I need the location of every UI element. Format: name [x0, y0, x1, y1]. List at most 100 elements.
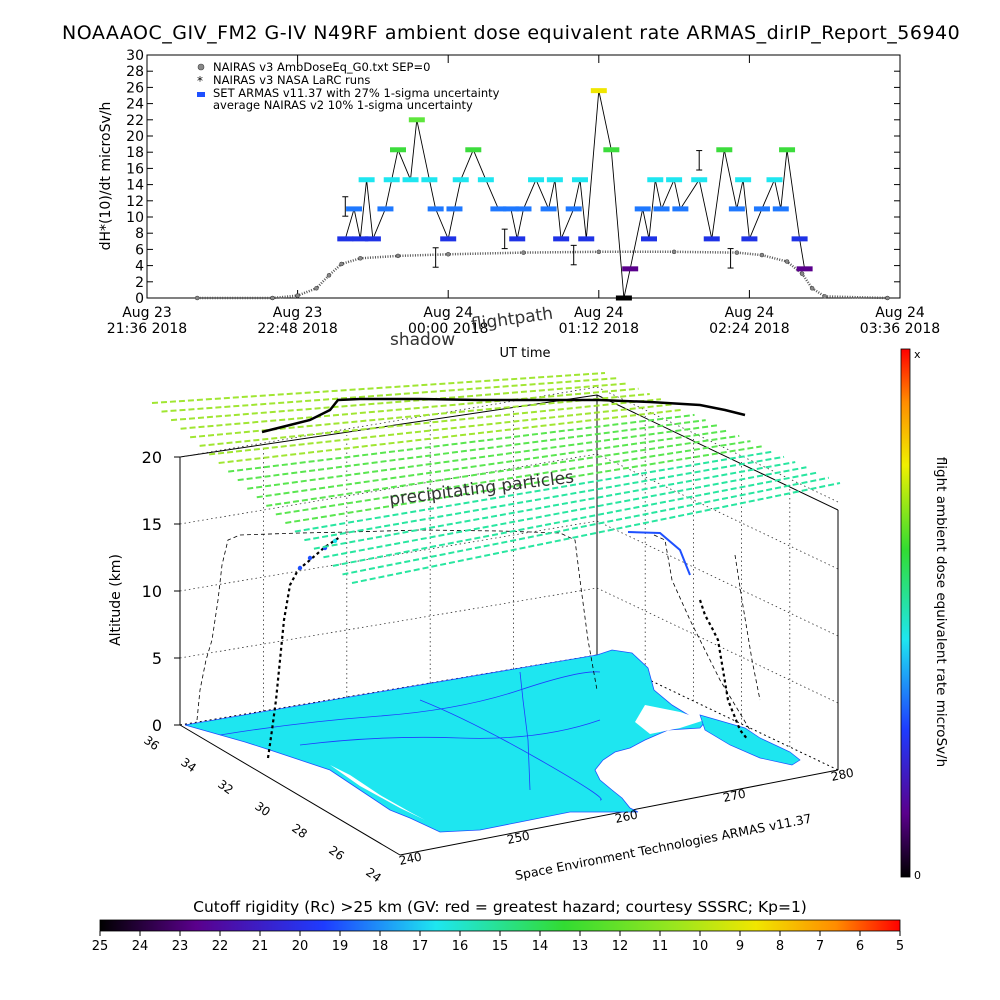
- nairas-point: [395, 253, 401, 259]
- particle-grid-row: [151, 372, 606, 404]
- longitude-tick-label: 280: [830, 765, 855, 783]
- peninsula: [699, 714, 801, 766]
- armas-point: [647, 177, 664, 183]
- 3d-grid-lines: [179, 386, 839, 747]
- armas-point: [666, 177, 683, 183]
- armas-point: [728, 206, 745, 212]
- armas-point: [337, 236, 354, 242]
- armas-point: [546, 177, 563, 183]
- particle-grid-row: [237, 419, 706, 482]
- y-tick-label: 10: [126, 210, 144, 226]
- shadow-label: shadow: [390, 330, 455, 350]
- latitude-tick-label: 32: [215, 777, 236, 797]
- armas-point: [753, 206, 770, 212]
- credit-label: Space Environment Technologies ARMAS v11…: [514, 811, 813, 883]
- legend-label-armas: SET ARMAS v11.37 with 27% 1-sigma uncert…: [213, 86, 500, 100]
- particle-grid-row: [247, 424, 718, 490]
- latitude-tick-label: 30: [252, 799, 273, 819]
- x-axis-label: UT time: [500, 346, 551, 361]
- longitude-tick-label: 270: [722, 786, 747, 804]
- armas-series: [337, 88, 813, 301]
- wall-grid-line: [179, 453, 598, 525]
- armas-point: [402, 177, 419, 183]
- nairas-point: [784, 259, 790, 264]
- latitude-tick-label: 36: [141, 733, 162, 753]
- particle-grid-row: [209, 403, 673, 456]
- colorbar-bottom-label: 0: [914, 869, 921, 882]
- nairas-line: [197, 250, 888, 300]
- legend-marker-armas: [197, 92, 205, 97]
- particle-grid-row: [228, 413, 695, 473]
- altitude-tick-label: 20: [142, 448, 162, 467]
- rc-tick-label: 6: [856, 939, 864, 954]
- armas-point: [703, 236, 720, 242]
- page-title: NOAAAOC_GIV_FM2 G-IV N49RF ambient dose …: [62, 22, 961, 44]
- dose-colorbar: x 0 flight ambient dose equivalent rate …: [900, 348, 949, 882]
- cutoff-rigidity-title: Cutoff rigidity (Rc) >25 km (GV: red = g…: [193, 898, 807, 916]
- armas-point: [578, 236, 595, 242]
- state-border-line: [219, 671, 601, 736]
- rc-tick-label: 12: [612, 939, 629, 954]
- armas-point: [735, 177, 752, 183]
- armas-point: [603, 147, 620, 153]
- wall-grid-line: [179, 587, 598, 659]
- nairas-point: [339, 261, 344, 267]
- particle-grid-row: [161, 377, 617, 413]
- cutoff-rigidity-colorbar: Cutoff rigidity (Rc) >25 km (GV: red = g…: [92, 898, 904, 954]
- river-line: [519, 671, 531, 791]
- longitude-tick-label: 240: [398, 849, 423, 867]
- nairas-point: [759, 252, 765, 258]
- latitude-tick-label: 24: [363, 865, 384, 885]
- armas-point: [641, 236, 657, 242]
- armas-point: [377, 206, 394, 212]
- y-tick-label: 4: [135, 259, 144, 275]
- particle-grid-row: [351, 482, 841, 584]
- nairas-point: [358, 256, 363, 261]
- y-tick-label: 28: [126, 64, 144, 80]
- armas-point: [766, 177, 783, 183]
- rc-tick-label: 25: [92, 939, 109, 954]
- x-tick-time: 02:24 2018: [709, 321, 789, 337]
- legend-label-nairas-v2: average NAIRAS v2 10% 1-sigma uncertaint…: [213, 98, 473, 112]
- flight-profile-3d: shadow flightpath precipitating particle…: [108, 304, 855, 886]
- armas-point: [440, 236, 457, 242]
- nairas-point: [885, 295, 890, 301]
- particle-grid-row: [313, 461, 796, 550]
- x-tick-time: 22:48 2018: [257, 321, 337, 337]
- rc-tick-label: 23: [172, 939, 189, 954]
- particle-grid-row: [256, 429, 729, 499]
- state-border-line: [299, 719, 601, 746]
- longitude-ticks: 240 250 260 270 280: [398, 765, 855, 867]
- nairas-point: [194, 295, 200, 301]
- nairas-point: [521, 250, 526, 255]
- rc-tick-label: 22: [212, 939, 229, 954]
- y-tick-label: 12: [126, 194, 144, 210]
- particle-grid-row: [304, 455, 785, 542]
- y-tick-label: 26: [126, 80, 144, 96]
- rc-tick-label: 21: [252, 939, 269, 954]
- rc-tick-label: 5: [896, 939, 904, 954]
- longitude-tick-label: 260: [614, 807, 639, 825]
- y-tick-label: 20: [126, 129, 144, 145]
- y-tick-label: 22: [126, 113, 144, 129]
- rc-tick-label: 16: [452, 939, 469, 954]
- legend-label-nairas-g0: NAIRAS v3 AmbDoseEq_G0.txt SEP=0: [213, 60, 430, 74]
- armas-point: [565, 206, 582, 212]
- rc-tick-label: 9: [736, 939, 744, 954]
- armas-point: [452, 177, 469, 183]
- armas-point: [346, 206, 363, 212]
- rc-tick-label: 19: [332, 939, 349, 954]
- particle-grid-row: [199, 398, 662, 447]
- y-tick-label: 24: [126, 97, 144, 113]
- legend-marker-nairas-g0: [197, 63, 205, 71]
- colorbar-top-label: x: [914, 348, 921, 361]
- armas-point: [427, 206, 444, 212]
- nairas-point: [734, 250, 740, 255]
- y-tick-label: 6: [135, 242, 144, 258]
- nairas-point: [326, 273, 332, 278]
- armas-point: [772, 206, 789, 212]
- armas-point: [352, 236, 369, 242]
- wall-grid-line: [596, 520, 839, 637]
- armas-point: [622, 266, 639, 272]
